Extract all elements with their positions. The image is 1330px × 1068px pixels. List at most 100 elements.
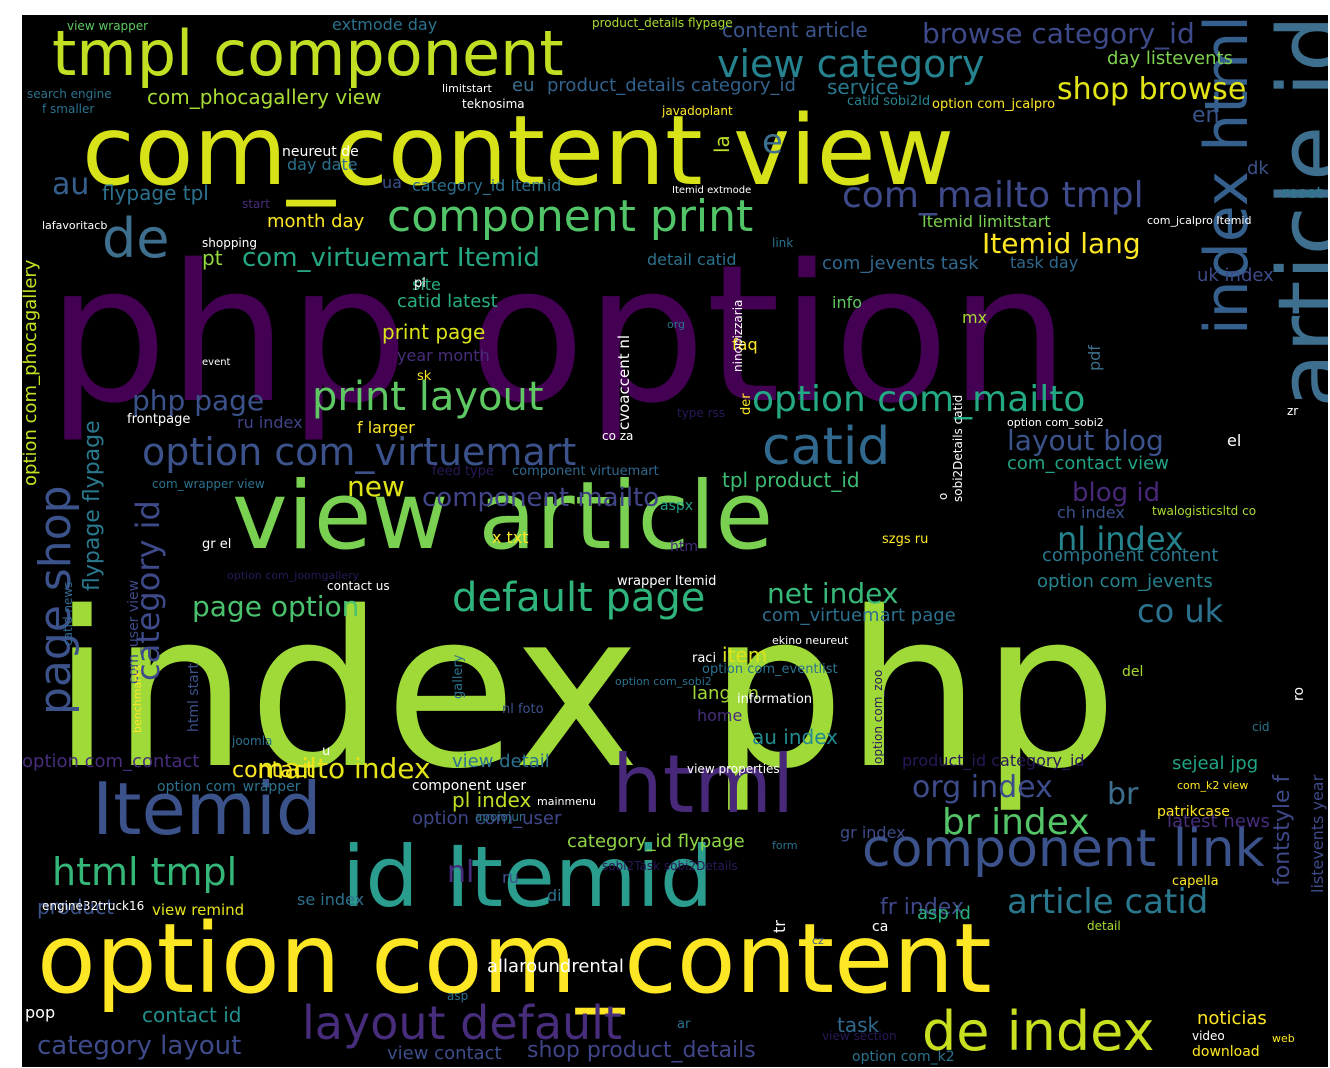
cloud-word-htm: htm [670,539,698,555]
cloud-word-nl: nl [447,855,475,890]
cloud-word-product: product [37,895,114,919]
cloud-word-en: en [1192,103,1220,128]
cloud-word-der: der [739,393,754,415]
cloud-word-article-id: article id [1259,15,1328,408]
cloud-word-ch-index: ch index [1057,503,1125,522]
cloud-word-gr-el: gr el [202,537,232,552]
cloud-word-flypage-tpl: flypage tpl [102,181,209,205]
cloud-word-browse-category-id: browse category_id [922,17,1195,50]
cloud-word-allaroundrental: allaroundrental [487,956,624,977]
cloud-word-del: del [1122,664,1144,680]
cloud-word-catid: catid [762,417,891,477]
cloud-word-new: new [347,470,405,503]
cloud-word-se-index: se index [297,890,365,909]
cloud-word-neureut-de: neureut de [282,144,359,160]
cloud-word-option-com-user: option com_user [412,808,562,829]
cloud-word-com-contact-view: com_contact view [1007,453,1169,474]
cloud-word-php-page: php page [132,384,265,417]
cloud-word-download: download [1192,1044,1260,1060]
cloud-word-task-day: task day [1010,253,1079,272]
cloud-word-form: form [772,839,798,852]
cloud-word-f-smaller: f smaller [42,102,95,116]
cloud-word-itemid-lang: Itemid lang [982,227,1141,260]
cloud-word-nl-foto: nl foto [502,702,544,717]
cloud-word-option-com-sobi2: option com_sobi2 [615,675,712,688]
cloud-word-ro: ro [1291,686,1307,701]
cloud-word-catid-sobi2id: catid sobi2Id [847,94,931,109]
cloud-word-pl: pl [414,276,426,291]
cloud-word-ru-index: ru index [237,413,303,432]
cloud-word-listevents-year: listevents year [1308,774,1327,893]
cloud-word-view-article: view article [232,462,774,571]
cloud-word-information: information [737,692,813,707]
cloud-word-video: video [1192,1029,1225,1043]
cloud-word-com-k2-view: com_k2 view [1177,779,1249,792]
cloud-word-web: web [1272,1032,1295,1045]
cloud-word-option-com-k2: option com_k2 [852,1049,955,1065]
cloud-word-view-wrapper: view wrapper [67,19,149,33]
cloud-word-tmpl-component: tmpl component [52,17,564,90]
cloud-word-page-option: page option [192,590,360,623]
cloud-word-category-id-itemid: category_id Itemid [412,176,562,195]
cloud-word-option-com-virtuemart: option com_virtuemart [142,430,577,474]
cloud-word-br-index: br index [942,802,1090,843]
cloud-word-index-php: index php [52,565,1118,816]
cloud-word-option-com-zoo: option com_zoo [871,669,885,764]
cloud-word-site: site [412,275,441,294]
cloud-word-capella: capella [1172,874,1219,889]
cloud-word-extmode-day: extmode day [332,15,438,34]
cloud-word-lafavoritacb: lafavoritacb [42,219,108,232]
cloud-word-co-uk: co uk [1137,592,1224,630]
cloud-word-org: org [667,318,686,331]
cloud-word-product-details-flypage: product_details flypage [592,16,733,30]
cloud-word-print-page: print page [382,320,486,344]
cloud-word-month-day: month day [267,211,365,232]
cloud-word-u: u [322,744,331,759]
cloud-word-cz: cz [812,934,824,947]
cloud-word-detail: detail [1087,919,1121,933]
cloud-word-option-com-joomgallery: option com_joomgallery [227,569,360,582]
cloud-word-component-virtuemart: component virtuemart [512,464,659,479]
cloud-word-lang-en: lang en [692,683,760,704]
cloud-word-gr-index: gr index [840,823,906,842]
cloud-word-product-details-category-id: product_details category_id [547,75,796,96]
cloud-word-view-category: view category [717,42,985,86]
cloud-word-patrikcase: patrikcase [1157,804,1230,820]
cloud-word-option-com-wrapper: option com_wrapper [157,779,301,795]
cloud-word-detail-catid: detail catid [647,250,737,269]
cloud-word-component-content: component content [1042,545,1219,566]
cloud-word-feed-type: feed type [432,464,494,479]
cloud-word-tpl-product-id: tpl product_id [722,468,860,492]
cloud-word-option-com-content: option com_content [37,903,992,1015]
cloud-word-sejeal-jpg: sejeal jpg [1172,753,1259,774]
cloud-word-frontpage: frontpage [127,412,191,427]
cloud-word-ua: ua [382,173,402,192]
cloud-word-teknosima: teknosima [462,97,525,111]
cloud-word-contact-us: contact us [327,579,390,593]
cloud-word-option-com-contact: option com_contact [22,751,200,772]
cloud-word-twalogisticsltd-co: twalogisticsltd co [1152,504,1257,518]
cloud-word-cvoaccent-nl: cvoaccent nl [615,334,633,430]
cloud-word-szgs-ru: szgs ru [882,532,929,547]
cloud-word-article-catid: article catid [1007,882,1209,922]
cloud-word-option-com-eventlist: option com_eventlist [702,662,838,677]
cloud-word-com-phocagallery-view: com_phocagallery view [147,85,382,109]
cloud-word-nl-index: nl index [1057,520,1184,558]
cloud-word-option-com-jevents: option com_jevents [1037,571,1213,592]
cloud-word-x-txt: x txt [492,528,529,547]
cloud-word-org-index: org index [912,770,1053,805]
cloud-word-option-com-jcalpro: option com_jcalpro [932,97,1056,112]
cloud-word-itemid-limitstart: Itemid limitstart [922,212,1051,231]
cloud-word-service: service [827,75,899,99]
cloud-word-javadoplant: javadoplant [662,104,733,118]
cloud-word-asp: asp [447,989,469,1003]
cloud-word-start: start [242,197,270,211]
cloud-word-view-remind: view remind [152,901,245,919]
cloud-word-day-listevents: day listevents [1107,48,1233,69]
cloud-word-sobi2details-catid: sobi2Details catid [951,394,965,502]
cloud-word-joomla: joomla [232,734,273,748]
cloud-word-category-layout: category layout [37,1031,242,1061]
cloud-word-ekino-neureut: ekino neureut [772,634,849,647]
cloud-word-contact: contact [232,758,315,783]
cloud-word-html: html [612,738,795,831]
